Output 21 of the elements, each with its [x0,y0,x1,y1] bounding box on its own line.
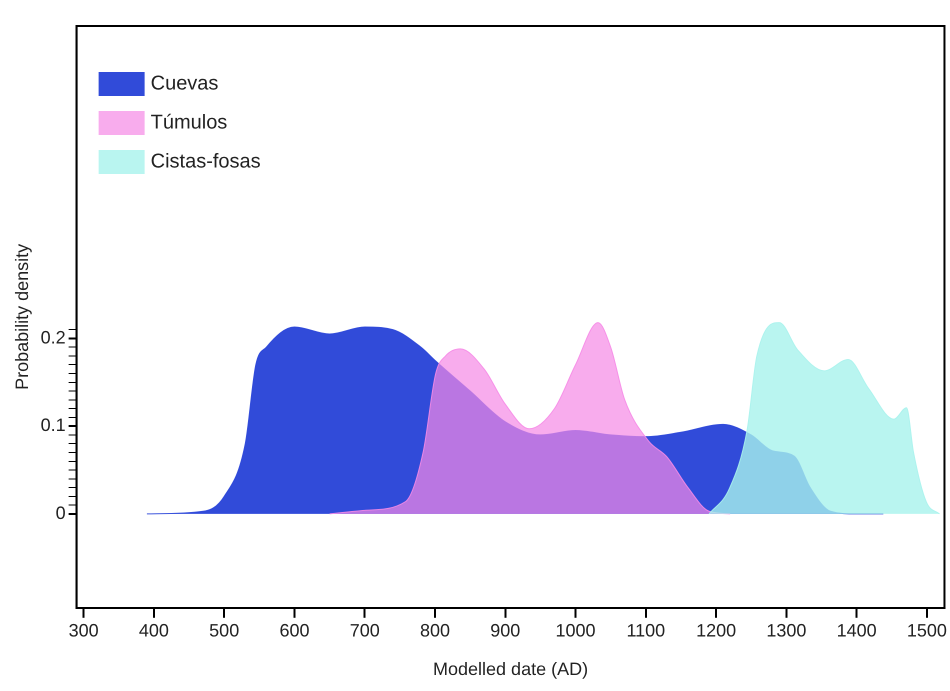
x-tick-label: 900 [490,620,520,641]
x-tick-label: 700 [350,620,380,641]
y-tick-label: 0 [56,502,66,523]
legend-label: Cistas-fosas [150,150,261,173]
x-tick-label: 800 [420,620,450,641]
x-tick-label: 1100 [626,620,666,641]
x-axis-title: Modelled date (AD) [433,659,588,680]
y-tick-label: 0.1 [40,415,66,436]
x-tick-label: 300 [68,620,99,641]
x-tick-label: 500 [209,620,240,641]
legend-label: Cuevas [150,72,218,95]
x-tick-label: 1500 [906,620,947,641]
x-tick-label: 400 [138,620,169,641]
y-tick-label: 0.2 [40,327,66,348]
x-tick-label: 1400 [836,620,877,641]
x-tick-label: 1300 [766,620,806,641]
x-tick-label: 600 [279,620,310,641]
y-axis-title: Probability density [12,244,32,390]
x-tick-label: 1000 [556,620,596,641]
x-tick-label: 1200 [696,620,736,641]
legend-label: Túmulos [150,112,228,134]
